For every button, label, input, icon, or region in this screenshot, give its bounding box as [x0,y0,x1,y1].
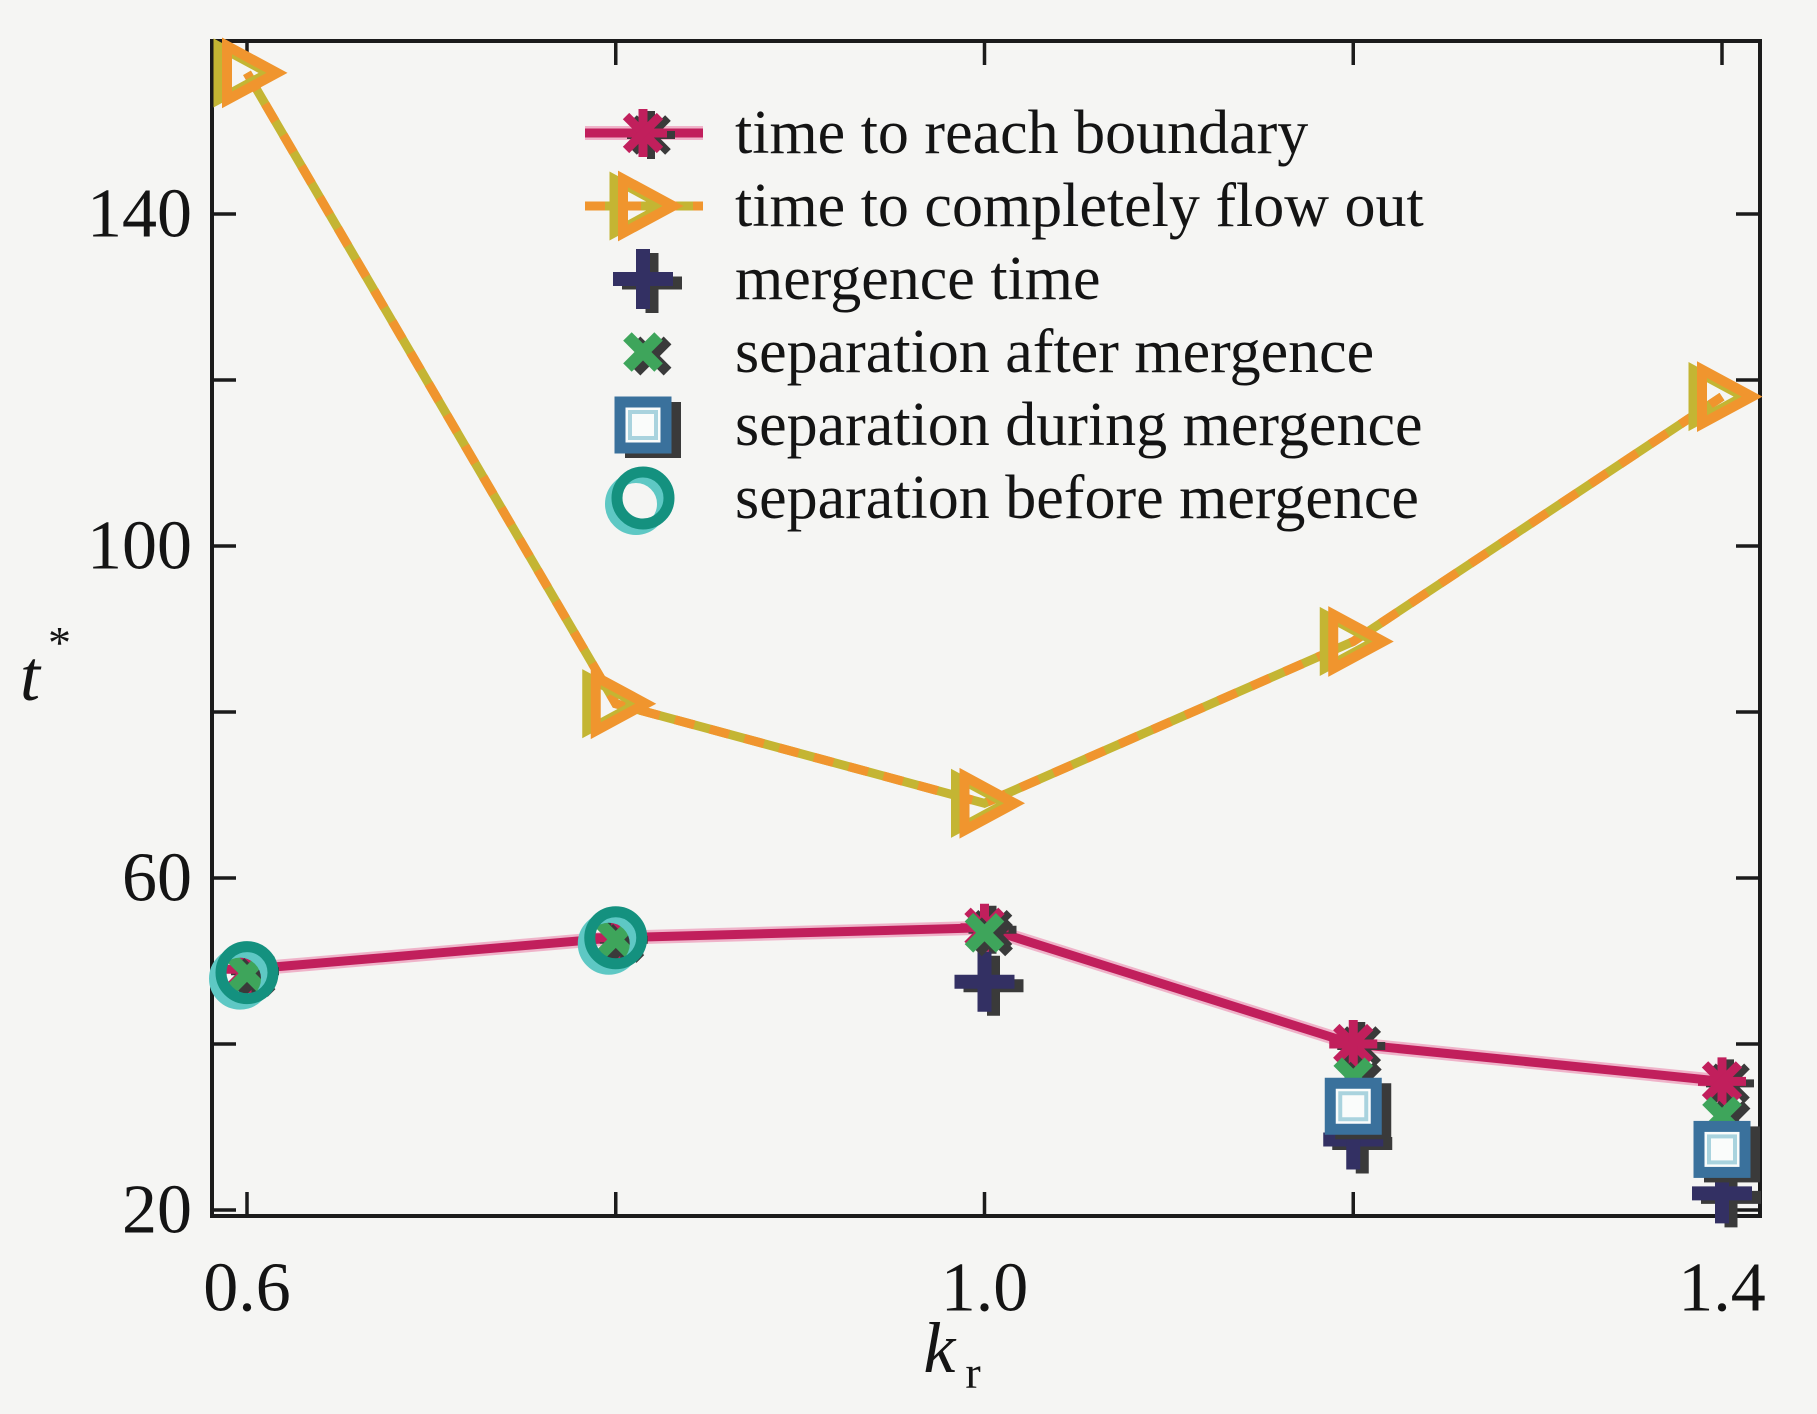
legend-entry: time to completely flow out [585,170,1424,242]
series-line-1 [243,70,1725,809]
marker-circle [605,466,675,535]
y-tick-label: 20 [122,1172,192,1249]
y-axis-label: t * [20,617,71,716]
marker-triangle-right [582,668,657,740]
x-tick-label: 0.6 [203,1250,291,1327]
series-markers-4 [1324,1077,1760,1183]
legend-entry: time to reach boundary [585,99,1308,167]
legend-entry-label: mergence time [735,245,1101,313]
marker-x [964,912,1013,957]
legend-entry: separation after mergence [623,318,1374,386]
legend-entry-label: separation before mergence [735,464,1419,532]
legend-entry-label: separation after mergence [735,318,1374,386]
marker-circle [577,906,648,975]
y-tick-label: 140 [87,176,192,253]
marker-plus [613,249,682,313]
series-markers-5 [209,906,648,1010]
marker-x [227,953,276,997]
marker-triangle-right [951,767,1026,839]
legend-entry: separation before mergence [605,464,1419,535]
marker-asterisk [1329,1020,1386,1070]
legend-entry-label: separation during mergence [735,391,1422,459]
marker-triangle-right [213,37,288,109]
marker-square [614,396,681,458]
marker-plus [954,951,1024,1016]
legend-entry: mergence time [613,245,1101,313]
x-tick-label: 1.0 [941,1250,1029,1327]
marker-triangle-right [1319,606,1394,677]
series-markers-3 [227,912,1751,1140]
legend-entry: separation during mergence [614,391,1422,459]
marker-circle [209,941,279,1010]
y-tick-label: 60 [122,840,192,917]
marker-asterisk [619,109,675,159]
marker-square [1324,1077,1392,1140]
marker-x [623,332,672,376]
legend-entry-label: time to reach boundary [735,99,1308,167]
y-tick-label: 100 [87,508,192,585]
legend-entry-label: time to completely flow out [735,172,1424,240]
marker-triangle-right [609,170,684,242]
axis-ticks [212,41,1760,1216]
series-markers-1 [213,37,1763,839]
marker-triangle-right [1688,361,1763,432]
marker-asterisk [1698,1057,1754,1108]
x-tick-label: 1.4 [1678,1250,1766,1327]
marker-square [1693,1120,1760,1183]
